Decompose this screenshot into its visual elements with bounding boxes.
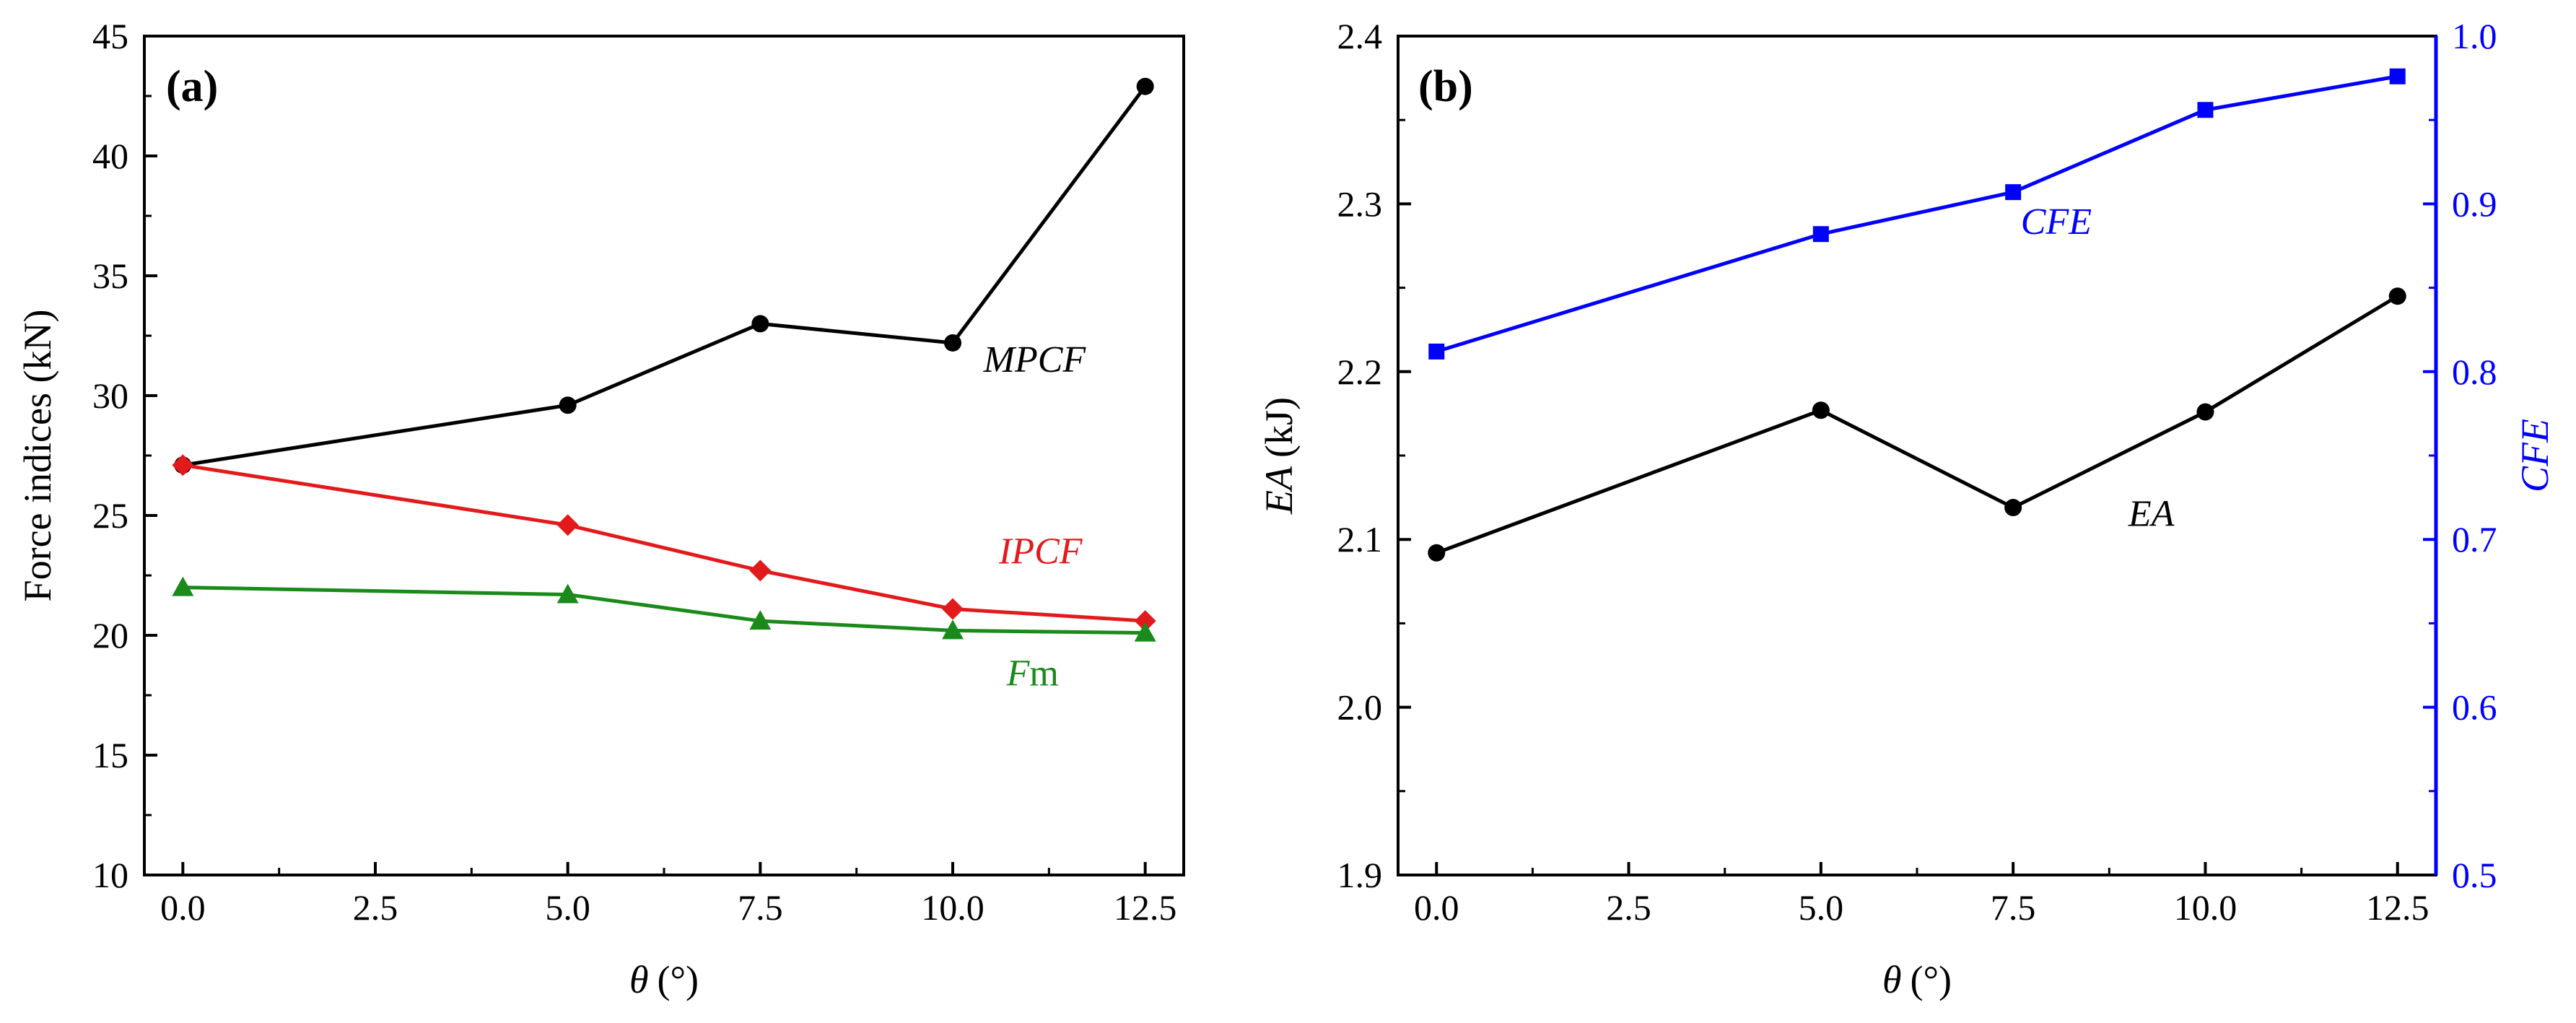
series-ea-point <box>2004 499 2022 517</box>
series-ea-label-italic: EA <box>2128 494 2175 535</box>
y2-tick-label: 0.6 <box>2452 687 2497 728</box>
series-ea-point <box>1428 544 1446 562</box>
series-mpcf-label: MPCF <box>983 339 1087 380</box>
panel-b-x-axis-title: θ (°) <box>1882 958 1952 1001</box>
series-cfe-label: CFE <box>2021 201 2092 243</box>
y-tick-label: 2.2 <box>1337 352 1383 392</box>
series-fm-point <box>172 576 194 596</box>
panel-a-label: (a) <box>166 62 218 111</box>
y-tick-label: 1.9 <box>1337 855 1383 895</box>
x-tick-label: 7.5 <box>738 887 783 928</box>
y2-tick-label: 0.9 <box>2452 183 2497 224</box>
y-tick-label: 20 <box>92 615 128 656</box>
x-tick-label: 10.0 <box>921 887 984 928</box>
panel-a: 0.0 2.5 5.0 7.5 10.0 12.5 10 15 20 25 30 35 40 45 MPC… <box>16 16 1185 1001</box>
panel-b-y2-axis-title: CFE <box>2513 419 2557 492</box>
series-ea-line <box>1436 295 2399 555</box>
series-mpcf-label-italic: MPCF <box>983 339 1087 380</box>
panel-b-label: (b) <box>1418 62 1473 111</box>
panel-b-series <box>1428 68 2406 562</box>
y-tick-label: 25 <box>92 495 128 536</box>
x-tick-label: 10.0 <box>2174 887 2237 928</box>
x-tick-label: 7.5 <box>1991 887 2036 928</box>
panel-b-x-axis-symbol: θ <box>1882 958 1902 1001</box>
panel-b-y-axis-title: EA (kJ) <box>1257 397 1301 515</box>
x-tick-label: 12.5 <box>1114 887 1177 928</box>
series-cfe-line <box>1436 74 2398 354</box>
series-fm-label: Fm <box>1006 653 1059 695</box>
series-fm-label-italic: F <box>1006 653 1031 695</box>
series-ipcf-label-italic: IPCF <box>998 531 1083 572</box>
series-cfe-point <box>1812 226 1829 243</box>
panel-a-x-axis-title: θ (°) <box>629 958 699 1001</box>
panel-b-ticks: 0.0 2.5 5.0 7.5 10.0 12.5 1.9 2.0 2.1 2.2 2.3 2.4 0.… <box>1337 16 2497 928</box>
x-tick-label: 5.0 <box>545 887 590 928</box>
series-cfe-point <box>2389 68 2406 84</box>
y-tick-label: 2.4 <box>1337 16 1383 56</box>
series-ipcf-point <box>1134 610 1156 632</box>
panel-b-series-labels: EA CFE <box>2021 201 2175 534</box>
series-cfe-point <box>2197 102 2214 118</box>
panel-a-y-axis-title: Force indices (kN) <box>16 310 59 602</box>
y-tick-label: 35 <box>92 256 128 296</box>
series-mpcf-point <box>1136 77 1154 95</box>
y-tick-label: 45 <box>92 16 128 56</box>
series-mpcf-point <box>751 315 769 333</box>
series-fm-point <box>556 583 579 604</box>
series-fm-point <box>942 619 964 640</box>
x-tick-label: 2.5 <box>353 887 398 928</box>
series-ipcf-point <box>556 514 579 536</box>
panel-b-y-axis-unit: (kJ) <box>1257 397 1301 458</box>
y-tick-label: 10 <box>92 855 128 895</box>
series-mpcf-line <box>182 85 1147 467</box>
y2-tick-label: 0.5 <box>2452 855 2497 895</box>
series-cfe-label-italic: CFE <box>2021 201 2092 243</box>
series-fm-point <box>1134 622 1156 642</box>
series-cfe-point <box>2005 184 2022 201</box>
series-mpcf-point <box>559 396 577 414</box>
y2-tick-label: 1.0 <box>2452 16 2497 56</box>
panel-a-x-axis-symbol: θ <box>629 958 649 1001</box>
series-fm-label-suffix: m <box>1029 653 1058 695</box>
y-tick-label: 2.0 <box>1337 687 1383 728</box>
y-tick-label: 15 <box>92 735 128 775</box>
x-tick-label: 2.5 <box>1606 887 1651 928</box>
panel-a-x-axis-unit: (°) <box>657 958 699 1001</box>
panel-b-frame <box>1397 35 2437 876</box>
panel-b-x-axis-unit: (°) <box>1910 958 1952 1001</box>
panel-a-series-labels: MPCF IPCF Fm <box>983 339 1087 695</box>
series-ea-point <box>2196 403 2214 421</box>
series-ipcf-point <box>749 560 772 582</box>
x-tick-label: 5.0 <box>1799 887 1844 928</box>
panel-a-ticks: 0.0 2.5 5.0 7.5 10.0 12.5 10 15 20 25 30 35 40 45 <box>92 16 1176 928</box>
y-tick-label: 30 <box>92 375 128 416</box>
series-ea-label: EA <box>2128 494 2175 535</box>
x-tick-label: 0.0 <box>1414 887 1459 928</box>
y2-tick-label: 0.8 <box>2452 352 2497 392</box>
series-cfe-point <box>1428 343 1445 360</box>
series-ipcf-point <box>172 454 194 476</box>
series-mpcf-point <box>944 334 961 352</box>
panel-a-frame <box>143 35 1185 876</box>
panel-b: 0.0 2.5 5.0 7.5 10.0 12.5 1.9 2.0 2.1 2.2 2.3 2.4 0.… <box>1257 16 2557 1001</box>
y-tick-label: 2.1 <box>1337 519 1383 560</box>
series-ea-point <box>1812 401 1830 419</box>
series-ea-point <box>2388 287 2406 305</box>
series-ipcf-label: IPCF <box>998 531 1083 572</box>
x-tick-label: 12.5 <box>2366 887 2429 928</box>
series-ipcf-point <box>942 598 964 620</box>
panel-a-series <box>172 77 1156 642</box>
x-tick-label: 0.0 <box>160 887 206 928</box>
y2-tick-label: 0.7 <box>2452 519 2497 560</box>
y-tick-label: 2.3 <box>1337 183 1383 224</box>
y-tick-label: 40 <box>92 136 128 176</box>
panel-b-y-axis-symbol: EA <box>1257 466 1301 515</box>
series-fm-point <box>749 610 772 630</box>
